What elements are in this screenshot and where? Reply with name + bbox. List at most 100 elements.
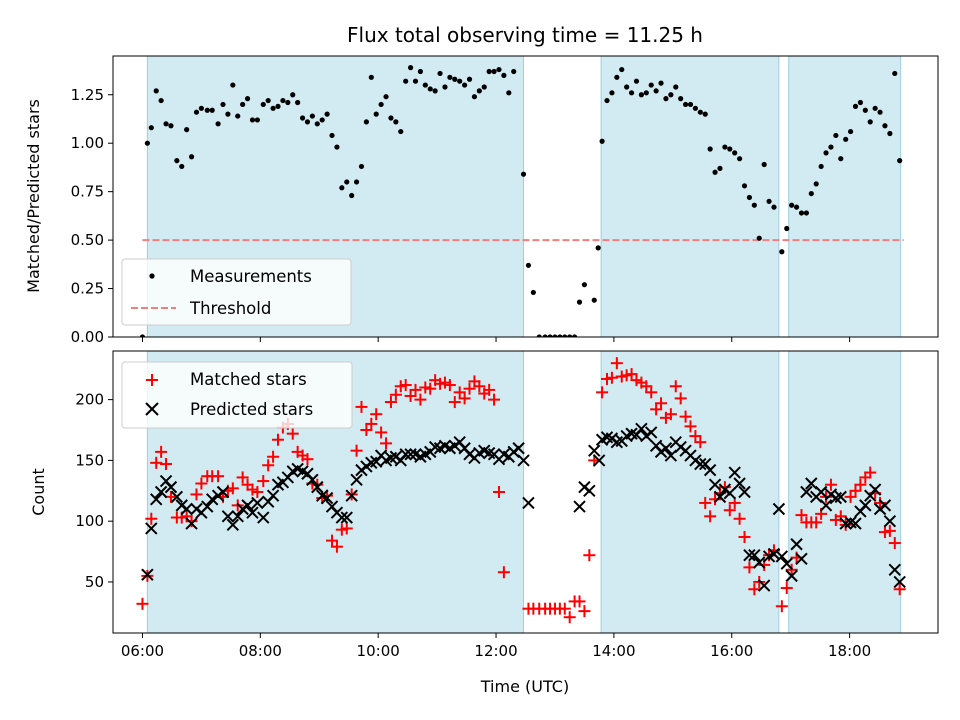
predicted-star-point [868,483,882,496]
predicted-star-point [306,473,319,487]
predicted-star-point [849,517,862,530]
matched-star-point [775,600,788,613]
matched-star-point [226,482,239,495]
matched-star-point [262,459,275,472]
matched-star-point [684,420,697,433]
matched-star-point [251,486,264,498]
predicted-legend-marker [145,402,159,416]
bottom-y-tick-label: 150 [75,451,104,469]
measurement-point [789,202,795,208]
predicted-star-point [340,511,353,524]
measurement-point [486,68,492,75]
measurement-point [712,169,718,175]
measurement-point [174,158,180,164]
measurement-point [530,289,536,296]
measurement-point [867,119,873,125]
measurement-point [407,65,414,71]
measurement-point [687,101,694,108]
matched-star-point [340,522,353,535]
top-shaded-intervals [146,56,902,337]
measurement-point [280,97,286,104]
predicted-star-point [231,510,244,523]
measurement-point [663,96,669,102]
measurement-point [388,115,394,121]
matched-star-point [301,453,314,466]
measurement-point [722,144,728,150]
matched-star-point [212,470,225,483]
measurement-point [843,136,849,142]
measurements-series [139,65,903,337]
matched-star-point [583,549,596,562]
matched-star-point [473,380,486,393]
bottom-y-tick-label: 50 [85,573,104,591]
top-y-axis-label: Matched/Predicted stars [24,99,43,293]
predicted-star-point [785,569,798,583]
predicted-star-point [800,485,813,499]
predicted-star-point [772,502,786,516]
predicted-star-point [728,466,741,479]
predicted-star-point [170,490,184,504]
measurement-point [852,103,859,109]
measurement-point [751,202,757,208]
bottom-panel: Count Time (UTC) 50 100 150 200 06:00 08:00 1… [29,350,939,696]
measurement-point [158,97,164,104]
matched-star-point [558,602,571,615]
predicted-star-point [713,490,727,504]
matched-star-point [679,410,692,423]
predicted-star-point [257,511,270,524]
measurement-point [862,107,868,113]
top-legend: Measurements Threshold [121,258,352,326]
x-tick-label: 08:00 [239,642,282,660]
measurement-point [552,334,558,337]
predicted-star-point [226,518,240,532]
measurement-point [319,117,325,123]
predicted-star-point [141,568,154,581]
matched-star-point [448,396,461,409]
measurement-point [779,249,785,255]
matched-star-point [610,357,623,370]
measurement-point [491,68,497,75]
predicted-star-point [345,489,358,502]
measurement-point [225,111,231,117]
observing-interval [788,56,901,337]
measurement-point [567,334,573,337]
x-tick-label: 12:00 [474,642,517,660]
predicted-star-point [320,491,334,505]
matched-legend-label: Matched stars [190,370,307,389]
measurement-point [576,299,583,305]
measurement-point [244,96,251,102]
predicted-star-point [703,463,717,477]
predicted-star-point [145,522,158,535]
predicted-star-point [775,550,789,563]
x-tick-label: 16:00 [710,642,753,660]
measurement-point [536,334,542,337]
matched-star-point [563,611,576,624]
measurement-point [692,105,699,111]
measurement-point [437,70,443,77]
measurement-point [353,179,360,185]
top-panel: Flux total observing time = 11.25 h Matc… [24,23,939,346]
predicted-star-point [738,485,751,499]
measurement-point [756,235,762,241]
matched-star-point [160,458,173,471]
observing-interval [601,56,779,337]
matched-star-point [380,437,393,450]
predicted-star-point [201,500,214,513]
top-y-tick-label: 1.25 [71,86,104,104]
matched-star-point [330,540,343,553]
matched-star-point [795,509,808,522]
measurement-point [148,125,154,131]
measurement-point [349,192,355,199]
predicted-legend-label: Predicted stars [190,400,313,419]
predicted-star-point [335,511,349,524]
matched-star-point [483,383,496,396]
measurement-point [887,130,893,137]
predicted-star-point [246,506,259,519]
matched-star-point [699,496,712,509]
measurement-point [422,82,428,88]
measurement-point [599,138,605,144]
measurement-point [163,121,169,127]
measurement-point [525,262,532,268]
predicted-star-point [154,485,168,499]
measurement-point [793,204,800,210]
